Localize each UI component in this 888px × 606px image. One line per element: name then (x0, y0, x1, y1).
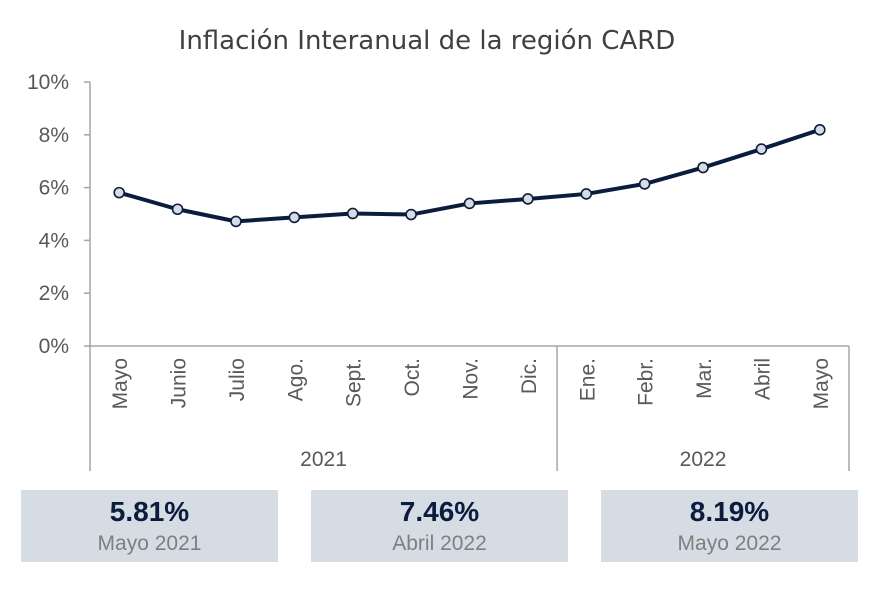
x-tick-label: Oct. (401, 358, 424, 397)
x-tick-label: Sept. (343, 358, 366, 407)
stat-value: 5.81% (109, 496, 190, 527)
chart-title: Inflación Interanual de la región CARD (179, 26, 676, 56)
data-point (405, 208, 417, 221)
inflation-line-chart: Inflación Interanual de la región CARD 0… (27, 26, 850, 471)
y-tick-label: 6% (39, 177, 69, 200)
stat-value: 8.19% (689, 496, 770, 527)
stat-value: 7.46% (399, 496, 480, 527)
data-point (755, 143, 768, 155)
y-tick-label: 10% (27, 71, 69, 94)
x-axis: Mayo Junio Julio Ago. Sept. Oct. Nov. Dic. Ene. F… (89, 345, 850, 471)
x-tick-label: Julio (226, 358, 249, 401)
x-tick-label: Dic. (518, 358, 541, 394)
y-tick-label: 4% (39, 229, 69, 252)
data-point (171, 203, 184, 216)
group-label: 2022 (680, 448, 727, 471)
x-tick-label: Febr. (635, 358, 658, 406)
x-tick-label: Mayo (109, 358, 132, 409)
stat-card-mayo-2021: 5.81% Mayo 2021 (21, 490, 278, 562)
x-tick-label: Ene. (576, 358, 599, 401)
y-axis: 0% 2% 4% 6% 8% 10% (27, 71, 91, 358)
stat-card-mayo-2022: 8.19% Mayo 2022 (601, 490, 858, 562)
data-point (463, 197, 476, 210)
data-point (288, 211, 301, 224)
data-point (113, 186, 125, 199)
data-point (814, 123, 826, 136)
data-point (522, 193, 534, 205)
data-point (346, 207, 359, 220)
data-point (638, 178, 651, 190)
stat-label: Abril 2022 (392, 532, 487, 555)
group-label: 2021 (300, 448, 347, 471)
y-tick-label: 8% (39, 124, 69, 147)
x-tick-label: Nov. (460, 358, 483, 400)
data-point (230, 215, 242, 228)
series-group (113, 123, 826, 228)
y-tick-label: 0% (39, 335, 69, 358)
data-point (697, 161, 709, 174)
x-tick-label: Mar. (693, 358, 716, 399)
stat-card-abril-2022: 7.46% Abril 2022 (311, 490, 568, 562)
x-tick-label: Abril (751, 358, 774, 400)
data-point (580, 188, 593, 200)
stat-label: Mayo 2022 (677, 532, 782, 555)
x-tick-label: Mayo (810, 358, 833, 409)
x-tick-label: Ago. (284, 358, 307, 401)
stat-label: Mayo 2021 (97, 532, 202, 555)
x-tick-label: Junio (168, 358, 191, 408)
y-tick-label: 2% (39, 282, 69, 305)
